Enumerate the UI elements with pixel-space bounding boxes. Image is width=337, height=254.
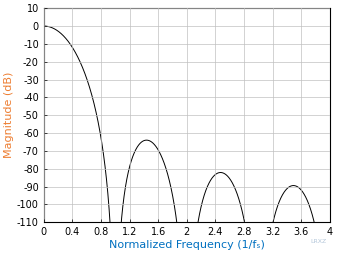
Y-axis label: Magnitude (dB): Magnitude (dB) bbox=[4, 72, 14, 158]
Text: LRXZ: LRXZ bbox=[311, 239, 327, 244]
X-axis label: Normalized Frequency (1/fₛ): Normalized Frequency (1/fₛ) bbox=[109, 240, 265, 250]
